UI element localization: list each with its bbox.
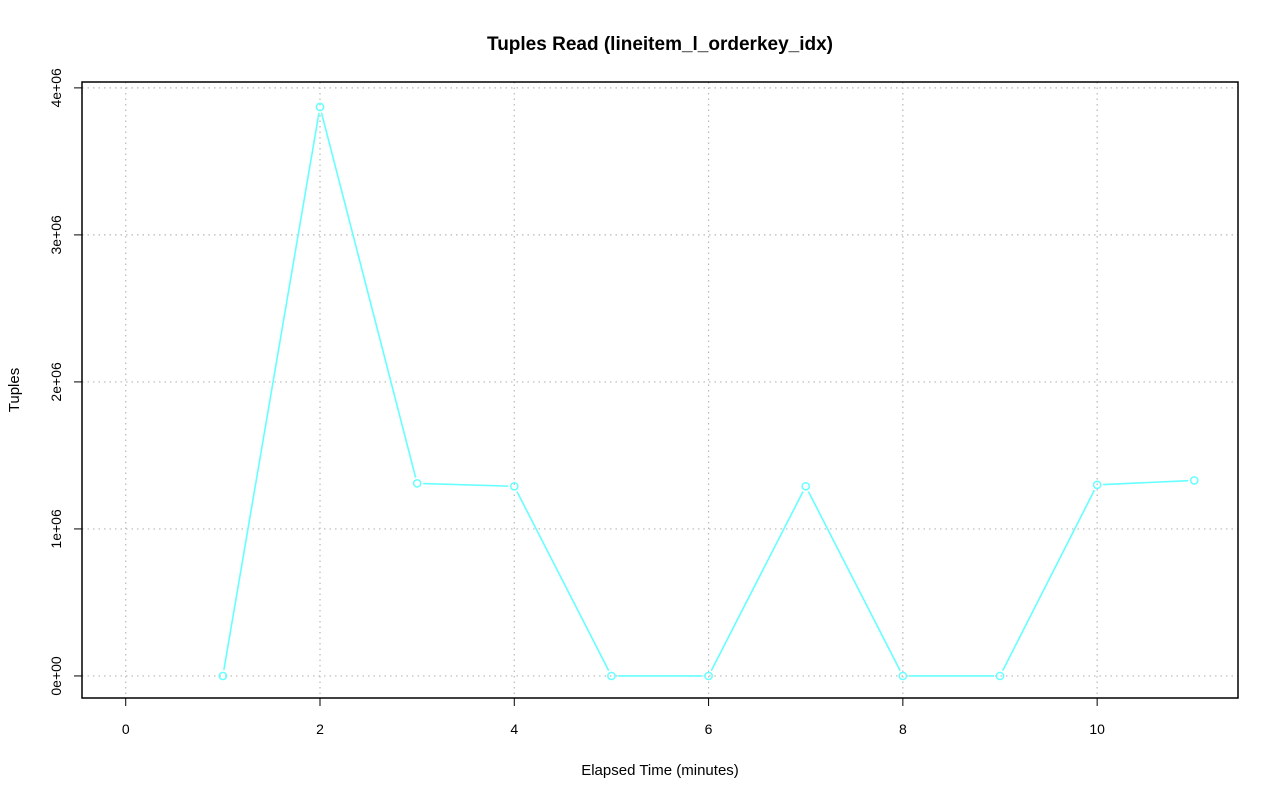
series-line-segment [320,112,417,478]
x-axis: 0 2 4 6 8 10 [122,698,1105,737]
y-tick-label: 4e+06 [48,68,64,108]
grid-lines [82,82,1238,698]
data-series [218,102,1199,681]
data-point [1092,480,1102,490]
y-tick-label: 3e+06 [48,215,64,255]
data-point [315,102,325,112]
data-point [607,671,616,681]
series-line-segment [1002,489,1096,671]
x-tick-label: 8 [899,721,907,737]
data-point [1189,476,1199,485]
x-tick-label: 4 [510,721,518,737]
x-tick-label: 10 [1089,721,1105,737]
data-point [412,479,422,488]
y-axis-label: Tuples [6,368,23,412]
data-point [995,671,1005,681]
y-axis: 0e+00 1e+06 2e+06 3e+06 4e+06 [48,68,82,696]
y-tick-label: 2e+06 [48,362,64,402]
series-line-segment [516,491,610,671]
y-tick-label: 1e+06 [48,509,64,549]
data-point [704,671,713,681]
chart-title: Tuples Read (lineitem_l_orderkey_idx) [487,34,833,55]
series-line-segment [1103,479,1189,486]
data-point [898,671,908,681]
series-line-segment [807,491,901,671]
y-tick-label: 0e+00 [48,656,64,696]
x-tick-label: 2 [316,721,324,737]
x-tick-label: 0 [122,721,130,737]
series-line-segment [710,491,804,671]
data-point [218,671,228,681]
series-line-segment [223,112,320,671]
x-axis-label: Elapsed Time (minutes) [581,762,739,779]
series-line-segment [423,482,509,487]
data-point [509,481,519,491]
plot-frame [81,81,1239,699]
data-point [801,481,811,491]
x-tick-label: 6 [705,721,713,737]
